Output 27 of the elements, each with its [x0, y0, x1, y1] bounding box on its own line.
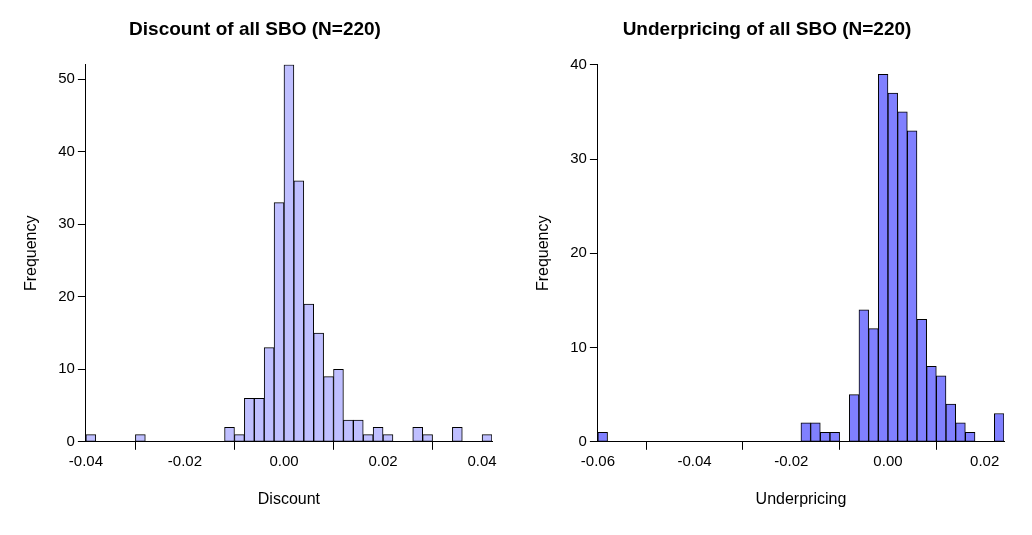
x-tick-label: 0.00	[269, 451, 299, 469]
x-tick-label: -0.04	[677, 451, 712, 469]
chart-title: Underpricing of all SBO (N=220)	[622, 17, 912, 39]
y-tick-label: 30	[58, 214, 75, 232]
y-tick-label: 40	[570, 54, 587, 72]
x-tick-label: -0.04	[68, 451, 103, 469]
x-tick-label: -0.02	[167, 451, 203, 469]
y-tick-label: 40	[58, 141, 75, 159]
y-axis-title: Frequency	[534, 215, 552, 292]
y-tick-label: 10	[570, 337, 587, 355]
y-tick-label: 0	[66, 431, 75, 449]
x-axis-title: Underpricing	[755, 489, 847, 507]
chart-title: Discount of all SBO (N=220)	[129, 17, 381, 39]
x-tick-label: 0.00	[873, 451, 903, 469]
y-tick-label: 30	[570, 149, 587, 167]
y-tick-label: 20	[570, 243, 587, 261]
y-tick-label: 50	[58, 69, 75, 87]
y-axis-title: Frequency	[22, 215, 40, 292]
x-tick-label: -0.02	[774, 451, 809, 469]
y-tick-label: 20	[58, 286, 75, 304]
x-tick-label: -0.06	[580, 451, 615, 469]
x-tick-label: 0.02	[368, 451, 398, 469]
x-axis-title: Discount	[257, 489, 321, 507]
x-tick-label: 0.04	[467, 451, 497, 469]
x-tick-label: 0.02	[970, 451, 1000, 469]
y-tick-label: 10	[58, 359, 75, 377]
y-tick-label: 0	[578, 431, 587, 449]
